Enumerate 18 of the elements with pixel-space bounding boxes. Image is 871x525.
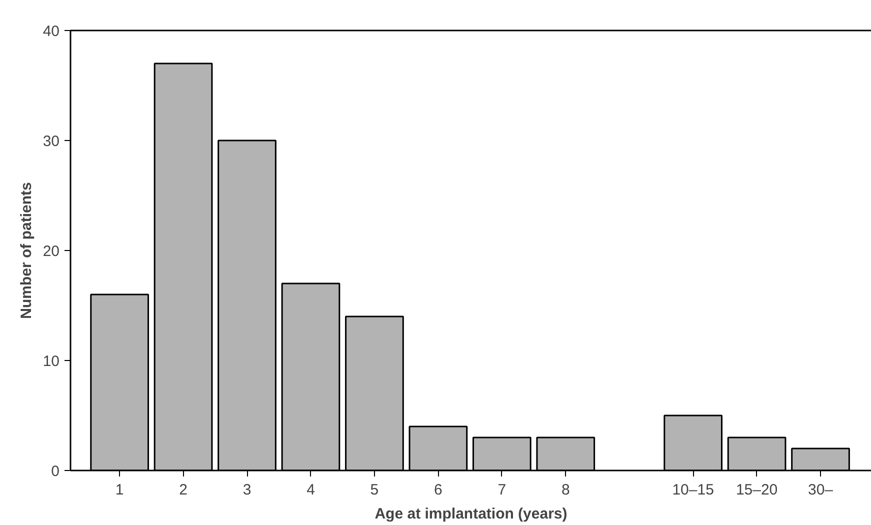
x-tick-label: 15–20 — [736, 482, 778, 498]
y-axis-title: Number of patients — [18, 182, 35, 319]
x-axis-title: Age at implantation (years) — [374, 506, 568, 522]
x-tick-label: 8 — [561, 482, 570, 498]
y-tick-label: 0 — [51, 463, 60, 480]
y-tick-label: 30 — [42, 133, 60, 150]
x-tick-label: 2 — [179, 482, 188, 498]
x-tick-label: 10–15 — [672, 482, 714, 498]
x-tick-label: 6 — [434, 482, 442, 498]
y-tick-label: 40 — [42, 23, 60, 40]
x-tick-label: 3 — [242, 482, 252, 498]
x-tick-label: 7 — [498, 482, 506, 498]
x-tick-label: 30– — [808, 482, 834, 498]
y-tick-label: 20 — [42, 243, 60, 260]
x-tick-label: 5 — [370, 482, 379, 498]
x-tick-label: 1 — [115, 482, 124, 498]
y-tick-label: 10 — [42, 353, 60, 370]
x-tick-label: 4 — [306, 482, 315, 498]
